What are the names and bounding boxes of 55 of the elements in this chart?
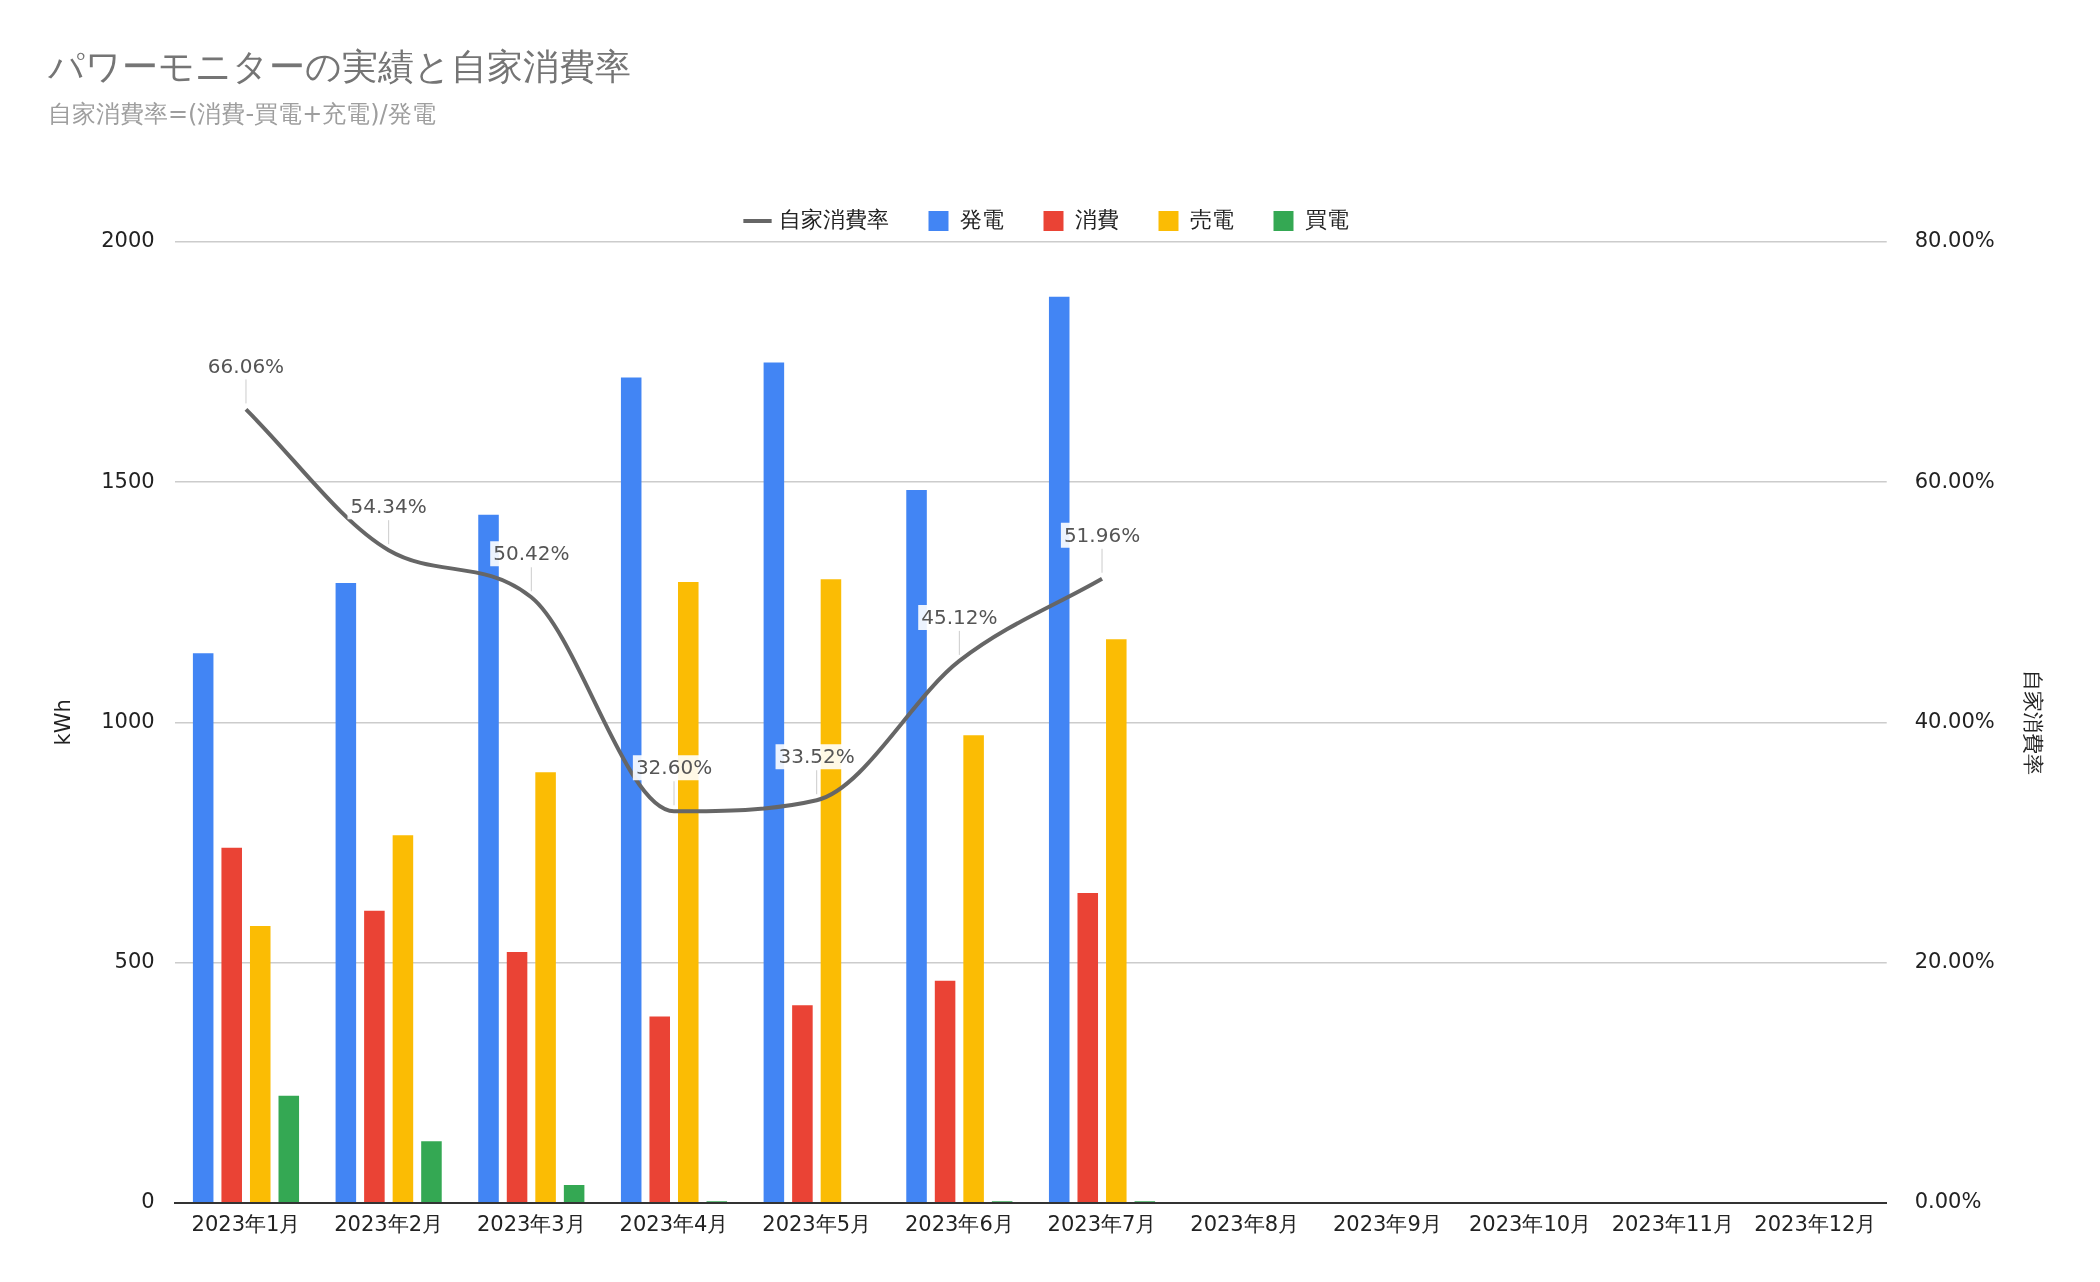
- bar: [392, 835, 414, 1203]
- x-tick-label: 2023年11月: [1611, 1211, 1734, 1236]
- bar: [934, 980, 956, 1203]
- bar: [278, 1095, 300, 1203]
- data-label: 54.34%: [350, 494, 427, 519]
- bar: [506, 952, 528, 1203]
- y-tick-label: 1500: [101, 468, 155, 493]
- x-tick-label: 2023年6月: [904, 1211, 1014, 1236]
- legend-label: 自家消費率: [778, 206, 889, 232]
- bar: [792, 1005, 813, 1203]
- bar: [249, 926, 271, 1203]
- bar: [535, 772, 556, 1203]
- bar: [1106, 639, 1127, 1203]
- x-tick-label: 2023年10月: [1468, 1211, 1592, 1236]
- x-tick-label: 2023年3月: [476, 1211, 586, 1236]
- x-tick-label: 2023年2月: [334, 1211, 444, 1236]
- legend-label: 売電: [1189, 206, 1234, 232]
- bar: [364, 910, 385, 1203]
- bar: [221, 847, 242, 1203]
- data-label: 51.96%: [1063, 522, 1141, 547]
- y-tick-label: 500: [114, 949, 155, 974]
- data-label: 45.12%: [921, 605, 998, 630]
- y2-tick-label: 20.00%: [1914, 949, 1995, 974]
- x-tick-label: 2023年1月: [191, 1211, 301, 1236]
- bar: [335, 583, 357, 1203]
- x-tick-label: 2023年12月: [1754, 1211, 1877, 1236]
- x-tick-label: 2023年8月: [1190, 1211, 1300, 1236]
- data-label: 66.06%: [207, 353, 285, 378]
- y-tick-label: 0: [141, 1189, 155, 1214]
- x-tick-label: 2023年5月: [762, 1211, 872, 1236]
- legend-label: 消費: [1074, 206, 1119, 232]
- x-tick-label: 2023年4月: [619, 1211, 729, 1236]
- y2-tick-label: 0.00%: [1914, 1189, 1982, 1214]
- bar: [192, 653, 214, 1203]
- x-tick-label: 2023年7月: [1047, 1211, 1157, 1236]
- bar: [1077, 892, 1099, 1203]
- bar: [421, 1141, 442, 1203]
- y-tick-label: 2000: [101, 228, 155, 253]
- y-tick-label: 1000: [101, 708, 155, 733]
- bar: [649, 1016, 671, 1203]
- x-tick-label: 2023年9月: [1332, 1211, 1442, 1236]
- data-label: 32.60%: [635, 755, 713, 780]
- y-axis-title: kWh: [51, 699, 76, 746]
- y2-tick-label: 80.00%: [1914, 228, 1995, 253]
- legend-label: 発電: [959, 206, 1004, 232]
- bar: [963, 735, 984, 1203]
- y2-tick-label: 40.00%: [1914, 708, 1995, 733]
- y2-tick-label: 60.00%: [1914, 468, 1995, 493]
- data-label: 50.42%: [493, 541, 570, 566]
- y2-axis-title: 自家消費率: [2020, 669, 2045, 775]
- legend-label: 買電: [1304, 206, 1349, 232]
- bar: [563, 1185, 585, 1203]
- chart-subtitle: 自家消費率=(消費-買電+充電)/発電: [48, 99, 436, 128]
- chart-title: パワーモニターの実績と自家消費率: [47, 45, 631, 87]
- data-label: 33.52%: [778, 744, 855, 769]
